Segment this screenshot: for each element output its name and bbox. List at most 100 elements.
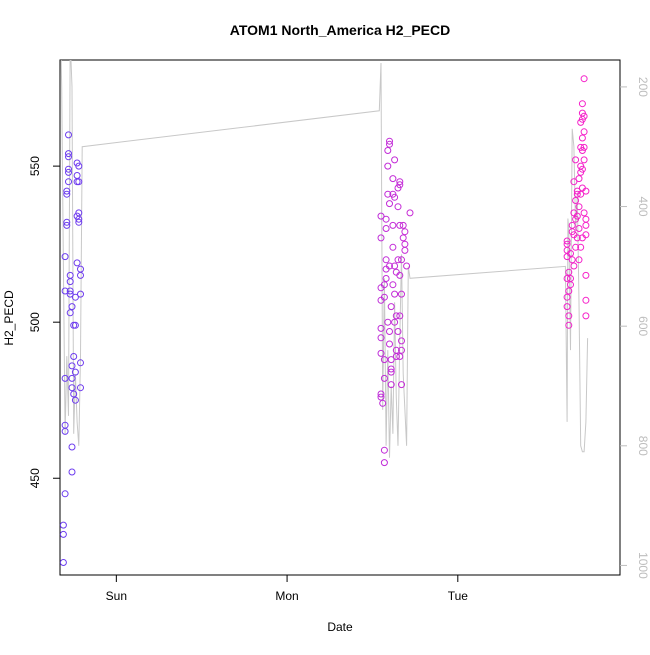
data-point — [384, 147, 392, 154]
data-point — [71, 368, 79, 376]
data-point — [401, 246, 409, 254]
data-point — [567, 250, 574, 257]
data-point — [389, 175, 397, 183]
data-point — [570, 178, 578, 186]
data-point — [380, 356, 388, 364]
data-point — [396, 181, 404, 189]
data-point — [386, 340, 393, 348]
data-point — [61, 490, 69, 498]
data-point — [382, 225, 390, 232]
data-point — [71, 293, 79, 301]
data-point — [377, 334, 385, 342]
data-point — [384, 162, 392, 170]
data-point — [389, 221, 397, 229]
data-point — [63, 221, 71, 229]
chart-title: ATOM1 North_America H2_PECD — [230, 22, 450, 38]
data-point — [65, 168, 72, 176]
data-point — [565, 268, 573, 276]
data-point — [563, 303, 571, 311]
data-point — [380, 374, 388, 382]
data-point — [384, 190, 392, 198]
pressure-line-path — [60, 60, 589, 458]
data-point — [575, 203, 583, 211]
data-point — [575, 225, 583, 232]
data-point — [396, 221, 404, 229]
data-point — [59, 521, 67, 529]
data-point — [391, 262, 399, 270]
data-point — [68, 384, 76, 392]
data-point — [577, 243, 585, 251]
data-point — [75, 162, 83, 170]
data-point — [568, 256, 576, 264]
data-point — [387, 368, 395, 376]
data-point — [61, 421, 69, 429]
data-point — [573, 234, 581, 242]
data-point — [578, 165, 586, 173]
y2-tick-label: 600 — [636, 316, 650, 336]
data-point — [398, 256, 405, 264]
data-point — [572, 243, 580, 251]
data-point — [575, 175, 583, 183]
data-point — [377, 393, 385, 401]
data-point — [68, 374, 76, 382]
x-axis-title: Date — [327, 620, 353, 634]
data-point — [377, 212, 385, 220]
data-point — [77, 384, 84, 392]
data-point — [63, 218, 71, 226]
data-point — [386, 262, 393, 270]
data-point — [391, 290, 399, 298]
data-point — [396, 178, 404, 186]
data-point — [392, 312, 400, 320]
data-point — [389, 281, 397, 289]
data-point — [71, 396, 79, 404]
data-point — [75, 218, 83, 226]
data-point — [565, 321, 573, 329]
data-point — [380, 459, 388, 467]
data-point — [382, 215, 390, 223]
y2-tick-label: 400 — [636, 197, 650, 217]
data-point — [565, 312, 573, 320]
x-tick-label: Tue — [448, 589, 469, 603]
data-point — [386, 328, 393, 335]
data-point — [68, 468, 76, 476]
data-point — [582, 271, 590, 279]
y-tick-label: 500 — [28, 312, 42, 332]
data-point — [392, 353, 400, 360]
data-point — [394, 256, 402, 264]
data-point — [391, 318, 399, 326]
data-point — [573, 190, 581, 198]
data-point — [73, 172, 81, 179]
data-point — [565, 287, 573, 295]
data-point — [59, 530, 67, 538]
data-point — [66, 290, 74, 298]
data-point — [396, 271, 404, 279]
data-point — [73, 259, 81, 267]
data-point — [578, 100, 586, 108]
data-point — [398, 290, 405, 298]
data-point — [66, 287, 74, 295]
data-point — [580, 112, 588, 120]
y2-axis: 200 400 600 800 1000 — [620, 77, 650, 579]
y2-tick-label: 800 — [636, 436, 650, 456]
data-point — [396, 353, 404, 360]
data-point — [380, 281, 388, 289]
y2-tick-label: 200 — [636, 77, 650, 97]
data-point — [70, 390, 78, 398]
data-point — [387, 356, 395, 364]
data-point — [582, 187, 590, 195]
data-point — [377, 390, 385, 398]
data-point — [394, 203, 402, 211]
data-point — [567, 281, 574, 289]
data-point — [580, 209, 588, 217]
data-point — [582, 296, 590, 304]
data-point — [578, 134, 586, 142]
data-point — [387, 381, 395, 389]
data-point — [377, 324, 385, 332]
y-axis-title: H2_PECD — [2, 290, 16, 346]
data-point — [387, 365, 395, 373]
data-point — [65, 153, 72, 161]
data-point — [66, 271, 74, 279]
data-point — [582, 221, 590, 229]
x-tick-label: Mon — [275, 589, 298, 603]
data-point — [573, 212, 581, 220]
